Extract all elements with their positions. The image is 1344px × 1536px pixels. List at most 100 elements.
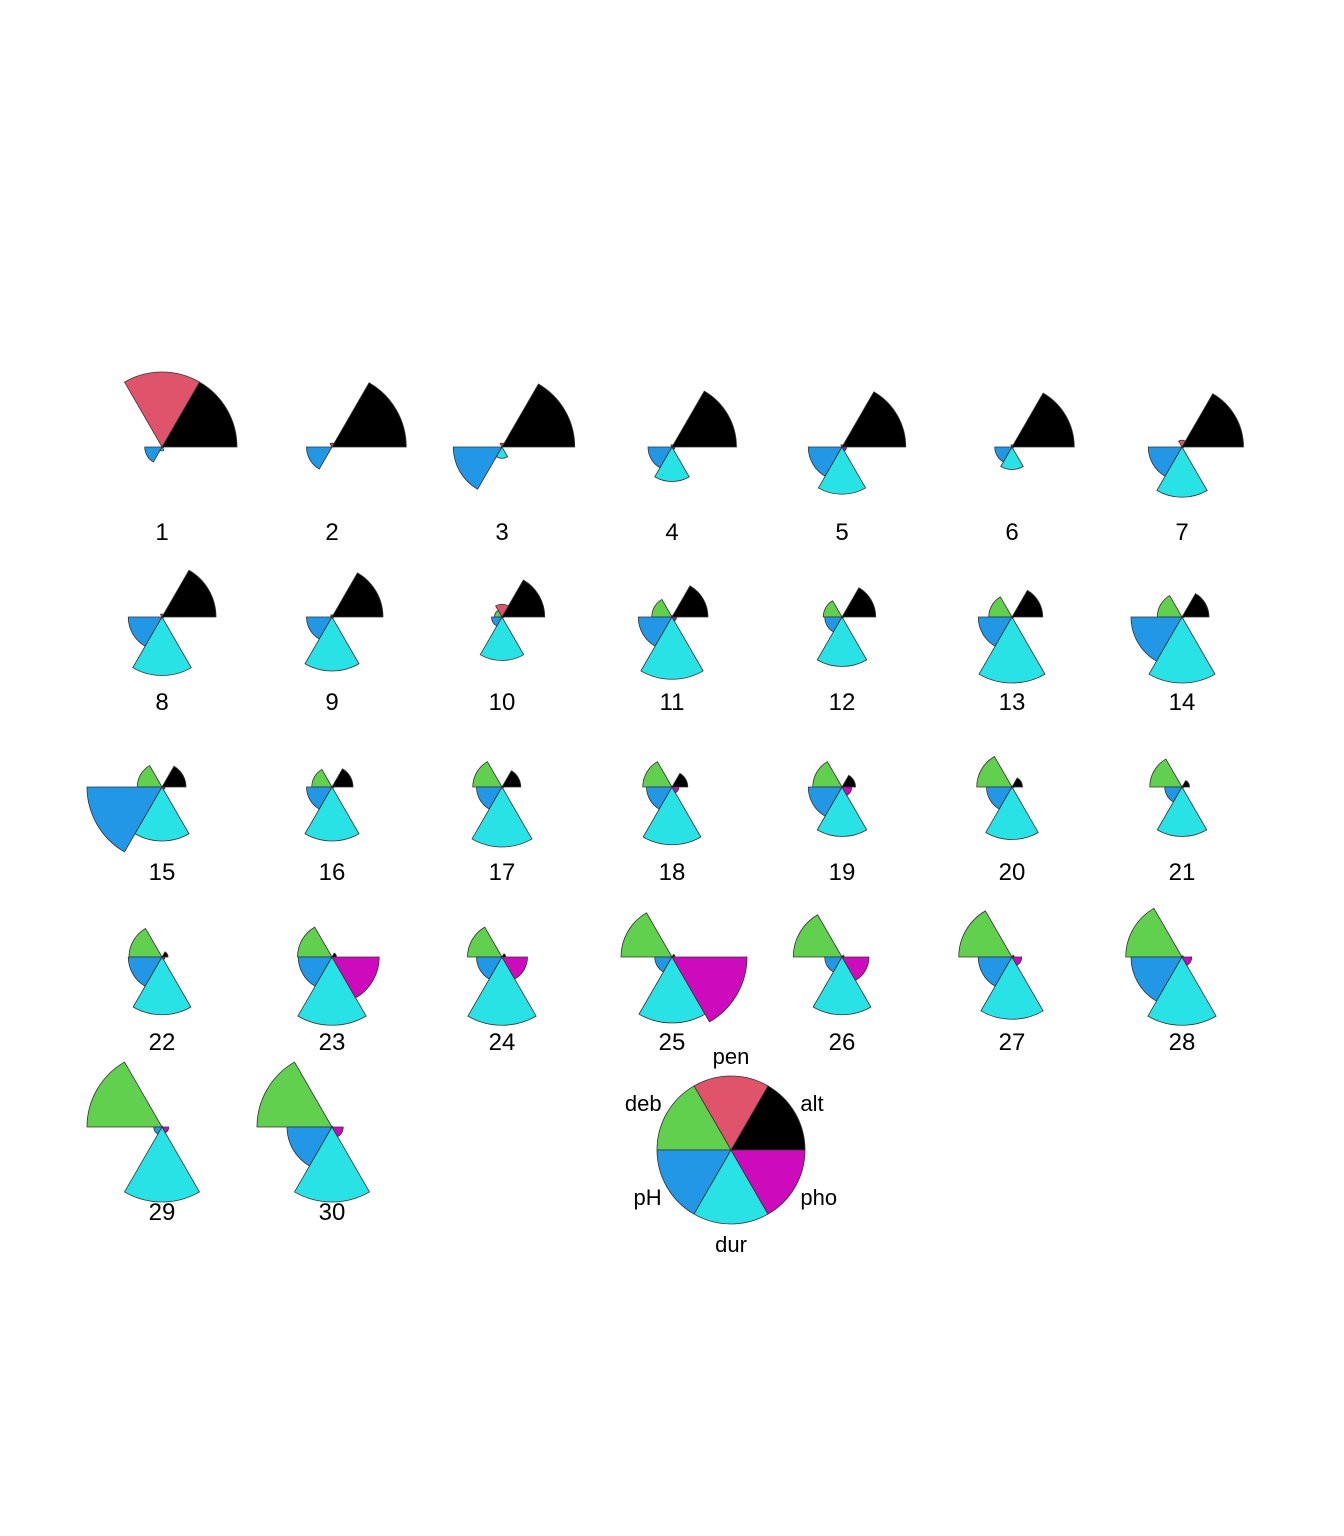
key-label-pH: pH [633, 1185, 661, 1210]
star-15-segment-deb [136, 765, 163, 788]
star-26-segment-pho [841, 956, 870, 981]
star-1-segment-pH [144, 446, 163, 463]
star-13-segment-dur [978, 616, 1046, 684]
star-11-segment-deb [651, 598, 673, 618]
star-14-segment-dur [1148, 616, 1216, 684]
star-label-11: 11 [660, 689, 685, 716]
star-24-segment-deb [467, 926, 503, 958]
star-16-segment-deb [311, 768, 333, 788]
star-4-segment-dur [654, 446, 690, 482]
star-17-segment-deb [472, 761, 503, 788]
star-18-segment-deb [642, 761, 673, 788]
star-label-16: 16 [319, 859, 346, 886]
star-4-segment-pho [671, 446, 676, 451]
star-11-segment-pho [671, 616, 677, 622]
star-5-segment-dur [817, 446, 867, 495]
star-15-segment-alt [161, 765, 187, 788]
star-label-7: 7 [1175, 519, 1188, 546]
star-1-segment-alt [161, 381, 238, 448]
star-20-segment-pho [1011, 786, 1014, 789]
star-label-25: 25 [659, 1029, 686, 1056]
star-15-segment-dur [134, 786, 190, 842]
star-label-18: 18 [659, 859, 686, 886]
star-9: 9 [304, 572, 384, 716]
star-6-segment-pen [1010, 444, 1014, 448]
star-1: 1 [123, 371, 238, 546]
star-13-segment-alt [1011, 589, 1044, 618]
star-label-28: 28 [1169, 1029, 1196, 1056]
star-label-6: 6 [1005, 519, 1018, 546]
star-17-segment-alt [501, 770, 522, 788]
star-23-segment-deb [297, 926, 333, 958]
star-18: 18 [642, 761, 702, 886]
star-label-20: 20 [999, 859, 1026, 886]
star-7-segment-dur [1156, 446, 1208, 498]
key-legend: alt pen deb pH dur pho [625, 1044, 837, 1257]
star-8-segment-alt [161, 569, 217, 618]
star-12-segment-alt [841, 587, 877, 618]
star-label-3: 3 [495, 519, 508, 546]
star-15: 15 [86, 765, 190, 886]
star-16-segment-alt [331, 768, 354, 788]
star-6-segment-alt [1011, 392, 1075, 448]
star-13-segment-pho [1011, 616, 1014, 619]
star-15-segment-pH [86, 786, 163, 853]
star-7-segment-pho [1181, 446, 1184, 449]
star-29: 29 [86, 1061, 201, 1226]
star-20-segment-deb [976, 755, 1013, 788]
star-27-segment-deb [958, 910, 1013, 958]
star-label-23: 23 [319, 1029, 346, 1056]
star-2-segment-pH [306, 446, 333, 470]
star-7-segment-pen [1178, 439, 1186, 448]
star-label-4: 4 [665, 519, 678, 546]
star-28-segment-pH [1130, 956, 1183, 1002]
star-22: 22 [127, 927, 192, 1056]
star-9-segment-alt [331, 572, 384, 618]
star-16: 16 [304, 768, 360, 886]
star-30-segment-pho [331, 1126, 344, 1138]
star-5-segment-pen [840, 444, 844, 448]
star-3-segment-alt [501, 383, 576, 448]
star-9-segment-dur [304, 616, 360, 672]
star-21-segment-dur [1156, 786, 1208, 837]
star-27-segment-dur [980, 956, 1044, 1020]
star-8-segment-pho [161, 616, 164, 619]
star-22-segment-alt [161, 951, 169, 958]
star-11-segment-dur [640, 616, 704, 680]
star-26-segment-deb [792, 914, 843, 958]
star-label-29: 29 [149, 1199, 176, 1226]
star-12-segment-deb [822, 600, 843, 618]
star-10-segment-pho [501, 616, 504, 619]
star-28-segment-dur [1147, 956, 1217, 1026]
star-label-10: 10 [489, 689, 516, 716]
star-29-segment-dur [123, 1126, 201, 1203]
star-16-segment-pho [331, 786, 334, 789]
star-21: 21 [1149, 758, 1208, 886]
star-16-segment-dur [304, 786, 360, 842]
star-1-segment-pen [123, 371, 201, 448]
star-29-segment-pho [161, 1126, 170, 1134]
star-22-segment-dur [132, 956, 192, 1016]
star-1-segment-dur [159, 446, 165, 452]
star-21-segment-alt [1181, 779, 1190, 788]
star-24-segment-pho [501, 956, 528, 980]
star-18-segment-dur [642, 786, 702, 846]
star-17-segment-dur [471, 786, 533, 848]
star-15-segment-pho [161, 786, 166, 791]
star-25-segment-deb [620, 912, 673, 958]
star-21-segment-deb [1149, 758, 1183, 788]
key-segment-pho [730, 1149, 806, 1215]
star-22-segment-pho [161, 956, 166, 961]
star-10-segment-pen [495, 603, 509, 618]
star-27-segment-pho [1011, 956, 1023, 966]
star-27: 27 [958, 910, 1044, 1056]
star-23: 23 [297, 926, 380, 1056]
key-segment-deb [656, 1085, 732, 1151]
star-label-19: 19 [829, 859, 856, 886]
star-3-segment-pH [452, 446, 503, 490]
key-label-pho: pho [800, 1185, 837, 1210]
star-19: 19 [807, 761, 868, 886]
star-25-segment-pho [671, 956, 748, 1023]
star-20-segment-alt [1011, 777, 1023, 788]
